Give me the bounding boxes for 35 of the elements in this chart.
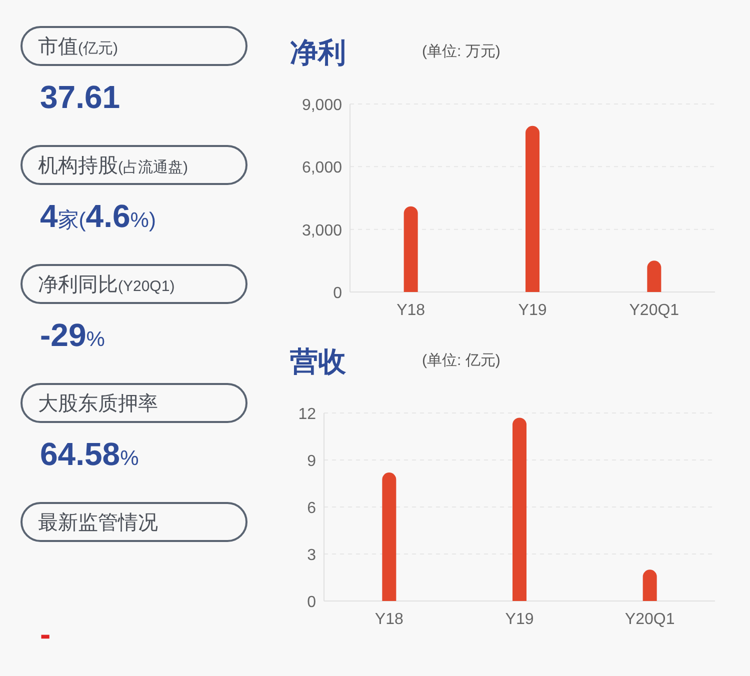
y-tick-label: 0 [307,594,316,611]
text: 机构持股(占流通盘) [38,155,188,177]
x-tick-label: Y18 [374,611,404,628]
text: 37.61 [40,79,120,115]
y-tick-label: 3 [307,547,316,564]
text: - [40,616,51,652]
text: 大股东质押率 [38,393,158,415]
text: 64.58% [40,436,139,472]
bar [382,472,396,601]
x-tick-label: Y20Q1 [629,302,680,319]
y-tick-label: 9 [307,453,316,470]
y-tick-label: 6,000 [302,160,342,177]
bar [512,418,526,601]
y-tick-label: 0 [333,285,342,302]
chart-subtitle: (单位: 亿元) [422,352,500,369]
x-tick-label: Y18 [396,302,426,319]
bar [642,570,657,601]
text: -29% [40,317,105,353]
bar [404,206,418,292]
text: 市值(亿元) [38,36,118,58]
text: 净利同比(Y20Q1) [38,274,175,296]
x-tick-label: Y19 [518,302,547,319]
y-tick-label: 9,000 [302,97,342,114]
y-tick-label: 3,000 [302,222,342,240]
x-tick-label: Y20Q1 [624,611,675,628]
text: 4家(4.6%) [40,198,156,234]
chart-subtitle: (单位: 万元) [422,43,500,60]
y-tick-label: 6 [307,500,316,517]
bar [526,126,540,292]
chart-title: 营收 [289,346,347,377]
chart-title: 净利 [290,37,346,68]
x-tick-label: Y19 [505,611,534,628]
bar [647,260,662,292]
text: 最新监管情况 [38,512,158,534]
y-tick-label: 12 [298,406,316,423]
